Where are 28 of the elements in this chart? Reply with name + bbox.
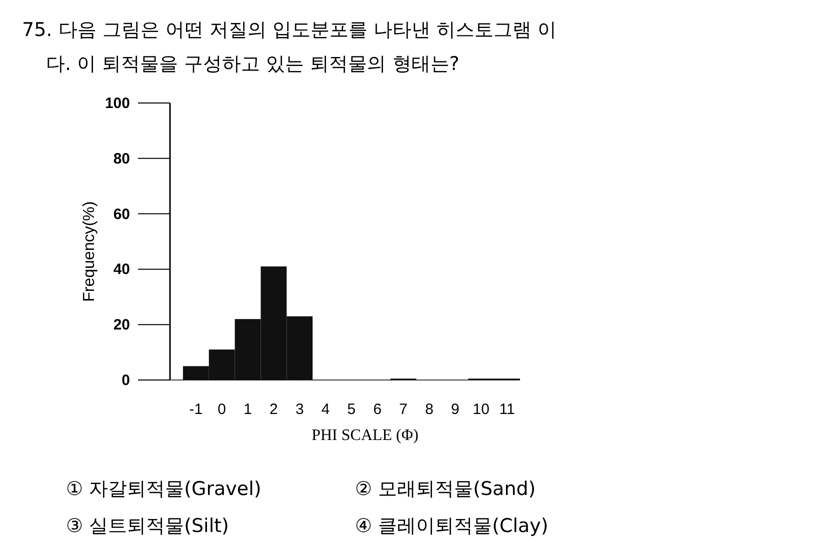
- y-tick-label: 100: [104, 95, 130, 112]
- x-tick-label: 8: [425, 401, 434, 418]
- y-tick-label: 60: [113, 206, 130, 223]
- chart-title: 75. 다음 그림은 어떤 저질의 입도분포를 나타낸 히스토그램 이: [22, 19, 557, 41]
- x-tick-label: 4: [321, 401, 330, 418]
- annotation: ① 자갈퇴적물(Gravel): [66, 478, 262, 500]
- x-tick-label: 9: [451, 401, 460, 418]
- y-tick-label: 40: [113, 261, 130, 278]
- x-tick-label: 0: [218, 401, 226, 418]
- x-tick-label: 7: [399, 401, 408, 418]
- chart-subtitle: 다. 이 퇴적물을 구성하고 있는 퇴적물의 형태는?: [46, 53, 460, 75]
- x-tick-label: 5: [347, 401, 356, 418]
- annotation: ② 모래퇴적물(Sand): [355, 478, 536, 500]
- plot: 0 20 40 60 80 100 -1 0 1 2 3 4 5 6 7 8 9 10 11 PHI SCALE (Φ) Frequency(%): [81, 95, 520, 444]
- y-axis-title: Frequency(%): [81, 201, 98, 302]
- x-tick-label: -1: [189, 401, 203, 418]
- x-tick-label: 10: [472, 401, 490, 418]
- y-tick-label: 20: [113, 316, 130, 334]
- y-tick-label: 80: [113, 150, 130, 168]
- annotation: ④ 클레이퇴적물(Clay): [355, 515, 548, 537]
- x-tick-label: 6: [373, 401, 382, 418]
- x-tick-label: 3: [295, 401, 304, 418]
- y-tick-label: 0: [122, 372, 130, 389]
- x-tick-label: 11: [499, 401, 515, 418]
- x-tick-label: 1: [244, 401, 252, 418]
- x-tick-label: 2: [270, 401, 278, 418]
- annotation: ③ 실트퇴적물(Silt): [66, 515, 229, 537]
- x-axis-title: PHI SCALE (Φ): [312, 427, 418, 444]
